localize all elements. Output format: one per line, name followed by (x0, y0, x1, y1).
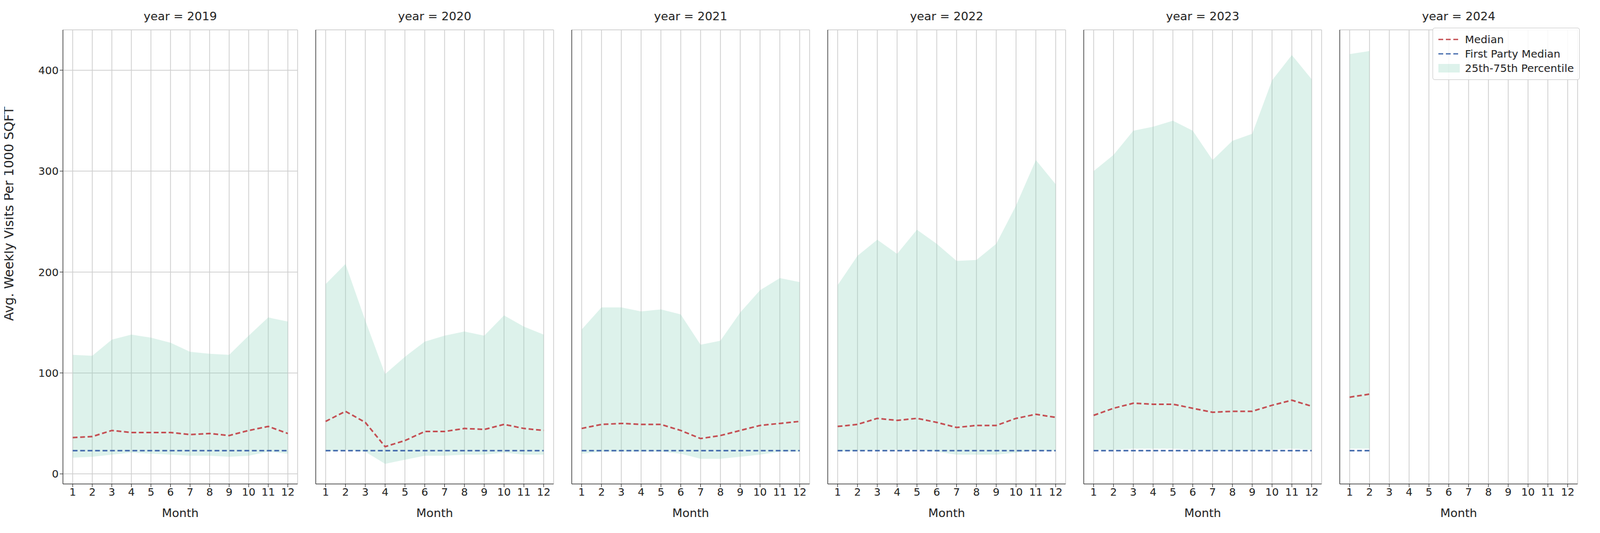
svg-text:4: 4 (128, 485, 135, 499)
svg-text:100: 100 (38, 366, 59, 380)
html-text:year = 2021: year = 2021 (654, 9, 728, 23)
svg-text:5: 5 (913, 485, 921, 499)
svg-text:9: 9 (225, 485, 233, 499)
svg-text:Month: Month (416, 506, 454, 520)
html-text:Median: Median (1464, 33, 1504, 46)
svg-text:1: 1 (578, 485, 586, 499)
svg-text:2: 2 (1365, 485, 1373, 499)
svg-text:Month: Month (928, 506, 966, 520)
svg-text:4: 4 (893, 485, 901, 499)
html-text:First Party Median: First Party Median (1464, 47, 1561, 61)
svg-text:6: 6 (1445, 485, 1453, 499)
html-text:year = 2024: year = 2024 (1422, 9, 1496, 23)
svg-text:5: 5 (1425, 485, 1433, 499)
svg-text:200: 200 (38, 266, 59, 279)
svg-text:11: 11 (517, 485, 531, 499)
svg-text:12: 12 (1049, 485, 1063, 499)
svg-text:3: 3 (1386, 485, 1394, 499)
svg-text:8: 8 (1484, 485, 1492, 499)
svg-text:8: 8 (1228, 485, 1236, 499)
svg-text:0: 0 (51, 467, 59, 481)
svg-text:9: 9 (1249, 485, 1256, 499)
svg-text:12: 12 (1305, 485, 1319, 499)
svg-text:5: 5 (147, 485, 155, 499)
svg-text:7: 7 (953, 485, 960, 499)
svg-text:300: 300 (38, 164, 59, 178)
svg-text:1: 1 (834, 485, 842, 499)
svg-text:9: 9 (993, 485, 1000, 499)
svg-text:7: 7 (1465, 485, 1472, 499)
svg-text:5: 5 (1169, 485, 1177, 499)
svg-text:2: 2 (341, 485, 349, 499)
svg-text:6: 6 (1189, 485, 1197, 499)
svg-text:7: 7 (441, 485, 448, 499)
svg-text:7: 7 (186, 485, 194, 499)
svg-text:3: 3 (874, 485, 882, 499)
svg-text:2: 2 (89, 485, 96, 499)
svg-text:9: 9 (737, 485, 744, 499)
svg-text:400: 400 (38, 64, 59, 77)
svg-text:5: 5 (657, 485, 665, 499)
svg-text:12: 12 (793, 485, 807, 499)
svg-text:8: 8 (716, 485, 724, 499)
svg-text:11: 11 (261, 485, 275, 499)
svg-text:3: 3 (108, 485, 116, 499)
svg-text:Month: Month (1440, 506, 1478, 520)
svg-text:12: 12 (537, 485, 551, 499)
svg-text:4: 4 (1149, 485, 1157, 499)
svg-text:10: 10 (242, 485, 256, 499)
svg-text:3: 3 (362, 485, 370, 499)
svg-text:10: 10 (1009, 485, 1023, 499)
svg-text:10: 10 (1521, 485, 1535, 499)
html-text:year = 2019: year = 2019 (143, 9, 217, 23)
svg-text:12: 12 (281, 485, 295, 499)
svg-text:3: 3 (618, 485, 626, 499)
svg-text:12: 12 (1561, 485, 1575, 499)
svg-text:7: 7 (697, 485, 704, 499)
svg-text:8: 8 (972, 485, 980, 499)
svg-text:2: 2 (597, 485, 605, 499)
svg-text:8: 8 (460, 485, 468, 499)
html-text:year = 2020: year = 2020 (398, 9, 472, 23)
svg-text:4: 4 (1405, 485, 1413, 499)
svg-text:1: 1 (322, 485, 330, 499)
svg-text:9: 9 (1505, 485, 1512, 499)
svg-text:Month: Month (672, 506, 710, 520)
svg-text:5: 5 (401, 485, 409, 499)
html-text:year = 2023: year = 2023 (1166, 9, 1240, 23)
svg-text:6: 6 (421, 485, 429, 499)
html-text:25th-75th Percentile: 25th-75th Percentile (1464, 61, 1574, 75)
svg-text:10: 10 (1265, 485, 1279, 499)
svg-text:1: 1 (1090, 485, 1098, 499)
svg-text:7: 7 (1209, 485, 1216, 499)
svg-text:10: 10 (753, 485, 767, 499)
svg-text:2: 2 (853, 485, 861, 499)
svg-text:Month: Month (162, 506, 199, 520)
svg-text:Avg. Weekly Visits Per 1000 SQ: Avg. Weekly Visits Per 1000 SQFT (4, 106, 17, 322)
svg-text:6: 6 (933, 485, 941, 499)
svg-text:1: 1 (69, 485, 77, 499)
svg-text:1: 1 (1346, 485, 1354, 499)
html-text:year = 2022: year = 2022 (910, 9, 984, 23)
svg-text:6: 6 (677, 485, 685, 499)
svg-text:11: 11 (1285, 485, 1299, 499)
svg-text:11: 11 (1029, 485, 1043, 499)
svg-text:8: 8 (206, 485, 214, 499)
svg-text:9: 9 (481, 485, 488, 499)
svg-text:11: 11 (1541, 485, 1555, 499)
svg-text:2: 2 (1109, 485, 1117, 499)
svg-text:11: 11 (773, 485, 787, 499)
svg-text:10: 10 (497, 485, 511, 499)
svg-text:6: 6 (166, 485, 174, 499)
svg-text:4: 4 (381, 485, 389, 499)
svg-text:3: 3 (1130, 485, 1138, 499)
svg-text:Month: Month (1184, 506, 1222, 520)
svg-text:4: 4 (637, 485, 645, 499)
